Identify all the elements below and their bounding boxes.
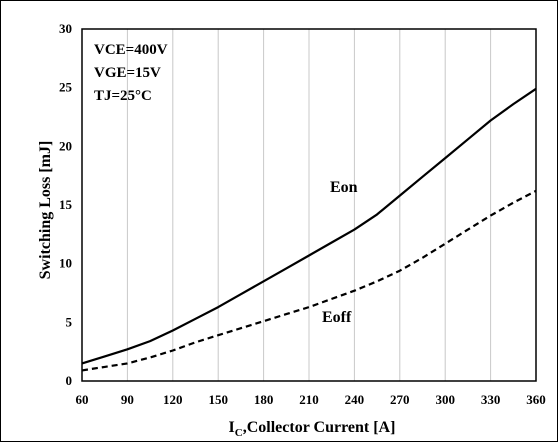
x-tick-label-60: 60 [76,392,89,407]
x-tick-label-150: 150 [208,392,228,407]
series-label-eoff: Eoff [322,309,352,326]
y-tick-label-25: 25 [59,80,73,95]
x-tick-labels: 60 90 120 150 180 210 240 270 300 330 360 [76,392,546,407]
y-tick-label-10: 10 [59,256,72,271]
x-tick-label-360: 360 [526,392,546,407]
y-tick-label-15: 15 [59,197,73,212]
x-axis-label: IC,Collector Current [A] [229,419,396,439]
y-tick-label-0: 0 [66,373,73,388]
series-line-eon [81,87,537,365]
y-tick-label-30: 30 [59,21,72,36]
x-tick-label-120: 120 [163,392,183,407]
x-tick-label-90: 90 [121,392,134,407]
series-line-eoff [81,189,537,372]
y-tick-labels: 0 5 10 15 20 25 30 [59,21,73,388]
condition-tj: TJ=25°C [94,88,152,104]
y-tick-label-20: 20 [59,138,72,153]
plot-area-border [81,28,537,382]
grid-lines [126,29,492,381]
x-tick-label-270: 270 [390,392,410,407]
y-axis-label: Switching Loss [mJ] [37,141,54,280]
condition-vge: VGE=15V [94,65,161,81]
x-tick-label-240: 240 [345,392,365,407]
condition-vce: VCE=400V [94,42,168,58]
x-tick-label-180: 180 [254,392,274,407]
series-layer [81,87,537,372]
x-tick-label-330: 330 [481,392,501,407]
x-axis-label-sub: C [235,427,243,439]
y-tick-label-5: 5 [66,314,73,329]
x-tick-label-210: 210 [299,392,319,407]
x-axis-label-main: I [229,419,235,436]
x-tick-label-300: 300 [435,392,455,407]
series-label-eon: Eon [330,179,358,196]
x-axis-label-rest: ,Collector Current [A] [243,419,396,436]
